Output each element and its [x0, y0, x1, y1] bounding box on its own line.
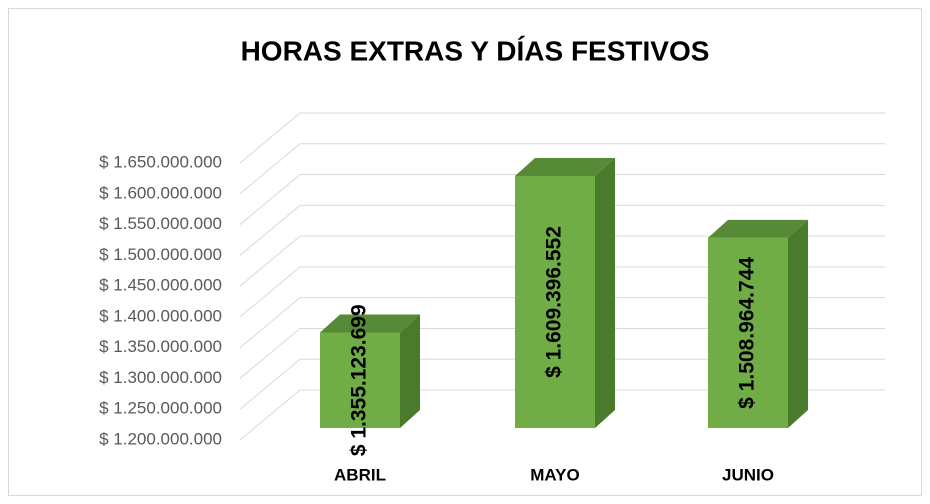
bar-top [708, 219, 808, 238]
x-tick-label: MAYO [530, 465, 579, 484]
y-tick-label: $ 1.350.000.000 [99, 337, 222, 356]
y-tick-label: $ 1.450.000.000 [99, 276, 222, 295]
data-label: $ 1.609.396.552 [543, 226, 566, 378]
y-tick-label: $ 1.300.000.000 [99, 368, 222, 387]
grid-line [239, 297, 885, 349]
y-tick-label: $ 1.500.000.000 [99, 245, 222, 264]
data-label: $ 1.508.964.744 [736, 257, 759, 409]
bar-side [400, 314, 420, 428]
bar-side [788, 219, 808, 428]
grid-line [239, 389, 885, 441]
bar [320, 314, 420, 428]
y-tick-label: $ 1.600.000.000 [99, 183, 222, 202]
bar-front [708, 237, 788, 428]
bar-side [595, 157, 615, 428]
grid-line [239, 112, 885, 164]
grid-line [239, 204, 885, 256]
bar-front [515, 175, 595, 428]
grid-line [239, 327, 885, 379]
grid-line [239, 266, 885, 318]
y-tick-label: $ 1.550.000.000 [99, 214, 222, 233]
bar-top [320, 314, 420, 333]
y-tick-label: $ 1.200.000.000 [99, 429, 222, 448]
y-tick-label: $ 1.400.000.000 [99, 306, 222, 325]
bar-front [320, 332, 400, 428]
grid-line [239, 235, 885, 287]
y-tick-label: $ 1.650.000.000 [99, 152, 222, 171]
grid-line [239, 174, 885, 225]
bar-top [515, 157, 615, 176]
y-tick-label: $ 1.250.000.000 [99, 399, 222, 418]
data-label: $ 1.355.123.699 [348, 304, 371, 456]
x-tick-label: ABRIL [334, 465, 386, 484]
bar [708, 219, 808, 428]
grid-line [239, 358, 885, 410]
chart-title: HORAS EXTRAS Y DÍAS FESTIVOS [241, 35, 710, 66]
bar [515, 157, 615, 428]
x-tick-label: JUNIO [722, 465, 774, 484]
grid-line [239, 143, 885, 195]
